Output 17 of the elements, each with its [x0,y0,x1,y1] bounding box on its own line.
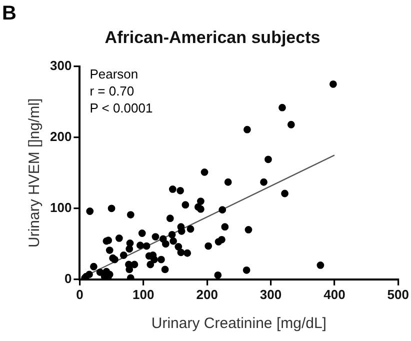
y-tick-label: 100 [50,200,72,215]
x-tick-label: 0 [76,286,84,302]
annotation: r = 0.70 [90,83,134,98]
annotation: Pearson [90,66,138,82]
y-axis-title: Urinary HVEM []ng/ml] [26,98,44,248]
x-tick-label: 500 [387,286,410,302]
y-tick-label: 300 [50,58,72,73]
x-tick-label: 300 [260,286,282,302]
chart-title: African-American subjects [104,28,320,47]
x-axis-title: Urinary Creatinine [mg/dL] [151,315,326,332]
x-tick-label: 400 [324,286,346,302]
x-tick-label: 200 [196,286,218,302]
text: B [2,2,16,25]
y-tick-label: 200 [50,128,72,144]
x-tick-label: 100 [132,286,154,302]
annotation: P < 0.0001 [90,100,153,116]
y-tick-label: 0 [64,270,72,286]
